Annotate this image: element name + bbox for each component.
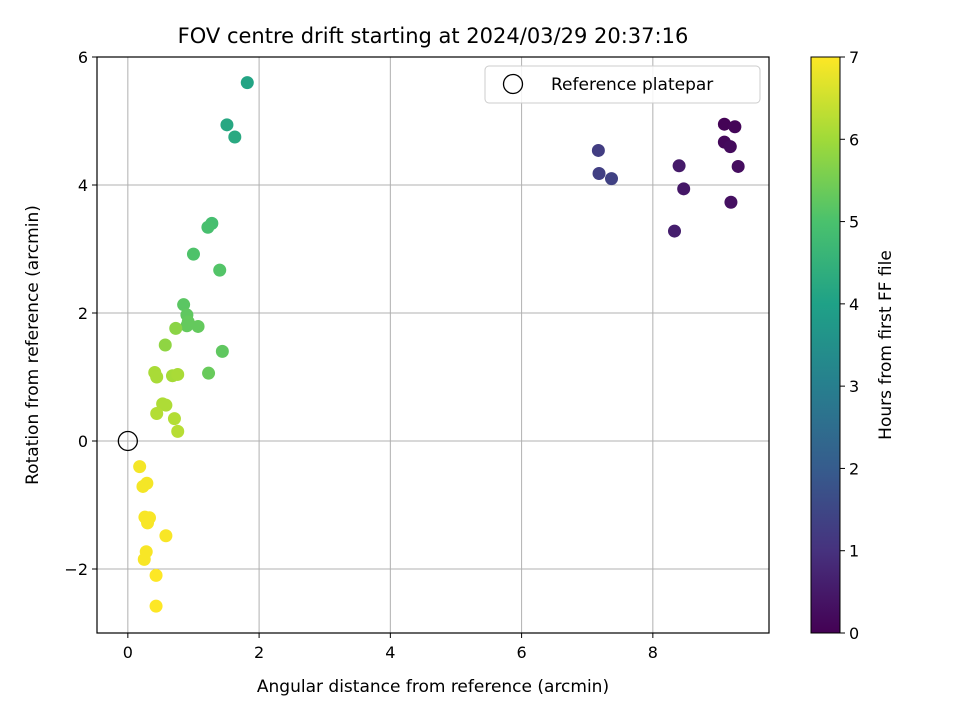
data-point bbox=[723, 140, 737, 154]
y-tick-label: 4 bbox=[78, 176, 88, 195]
reference-marker-group bbox=[117, 430, 138, 452]
data-point bbox=[220, 118, 234, 132]
x-tick-label: 6 bbox=[517, 643, 527, 662]
data-point bbox=[668, 224, 681, 238]
x-axis-label: Angular distance from reference (arcmin) bbox=[257, 677, 609, 697]
data-point bbox=[150, 370, 164, 384]
data-point bbox=[731, 159, 745, 173]
y-tick-label: 2 bbox=[78, 304, 88, 323]
data-point bbox=[171, 424, 185, 438]
data-point bbox=[159, 529, 173, 543]
legend-marker-reference bbox=[502, 73, 524, 95]
x-tick-label: 2 bbox=[254, 643, 264, 662]
x-tick-label: 4 bbox=[385, 643, 395, 662]
legend-box bbox=[484, 65, 761, 104]
legend-entry-reference: Reference platepar bbox=[551, 75, 713, 95]
x-axis-ticks: 0 2 4 6 8 bbox=[123, 633, 658, 662]
colorbar-tick-label: 3 bbox=[849, 377, 859, 396]
colorbar-tick-label: 6 bbox=[849, 130, 859, 149]
data-point bbox=[180, 319, 194, 333]
data-point bbox=[677, 182, 691, 196]
data-point bbox=[137, 552, 151, 566]
data-point bbox=[140, 476, 154, 490]
colorbar-tick-label: 1 bbox=[849, 542, 859, 561]
colorbar-ticks: 0 1 2 3 4 5 6 7 bbox=[840, 48, 859, 643]
data-point bbox=[191, 319, 205, 333]
y-axis-ticks: −2 0 2 4 6 bbox=[64, 48, 97, 579]
data-point bbox=[141, 516, 155, 530]
data-point bbox=[213, 263, 227, 277]
data-point bbox=[728, 120, 742, 134]
data-point bbox=[158, 338, 172, 352]
y-tick-label: 0 bbox=[78, 432, 88, 451]
reference-platepar-marker bbox=[117, 430, 138, 452]
colorbar-tick-label: 0 bbox=[849, 624, 859, 643]
colorbar-tick-label: 7 bbox=[849, 48, 859, 67]
data-point bbox=[672, 159, 686, 173]
data-point bbox=[177, 298, 191, 312]
data-point bbox=[149, 599, 163, 613]
data-point bbox=[591, 143, 605, 157]
data-point bbox=[215, 344, 229, 358]
y-axis-label: Rotation from reference (arcmin) bbox=[23, 205, 43, 485]
data-point bbox=[171, 367, 185, 381]
colorbar-tick-label: 4 bbox=[849, 295, 859, 314]
legend: Reference platepar bbox=[484, 65, 761, 104]
data-point bbox=[724, 195, 738, 209]
data-point bbox=[159, 398, 173, 412]
data-point bbox=[133, 460, 147, 474]
data-point bbox=[202, 366, 216, 380]
data-point bbox=[149, 568, 163, 582]
data-point bbox=[592, 166, 606, 180]
y-tick-label: −2 bbox=[64, 560, 88, 579]
colorbar: 0 1 2 3 4 5 6 7 Hours from first FF file bbox=[810, 48, 896, 643]
data-point bbox=[167, 412, 181, 426]
colorbar-tick-label: 5 bbox=[849, 213, 859, 232]
colorbar-label: Hours from first FF file bbox=[876, 250, 896, 440]
y-tick-label: 6 bbox=[78, 48, 88, 67]
x-tick-label: 0 bbox=[123, 643, 133, 662]
chart-title: FOV centre drift starting at 2024/03/29 … bbox=[178, 24, 689, 48]
data-point bbox=[169, 321, 183, 335]
colorbar-gradient bbox=[810, 56, 841, 634]
data-point bbox=[150, 406, 164, 420]
data-point bbox=[201, 220, 215, 234]
data-points bbox=[133, 76, 745, 613]
data-point bbox=[228, 130, 242, 144]
data-point bbox=[605, 172, 618, 186]
x-tick-label: 8 bbox=[648, 643, 658, 662]
data-point bbox=[186, 247, 200, 261]
plot-frame bbox=[96, 56, 770, 634]
data-point bbox=[240, 76, 254, 90]
data-point bbox=[717, 117, 731, 131]
colorbar-tick-label: 2 bbox=[849, 459, 859, 478]
